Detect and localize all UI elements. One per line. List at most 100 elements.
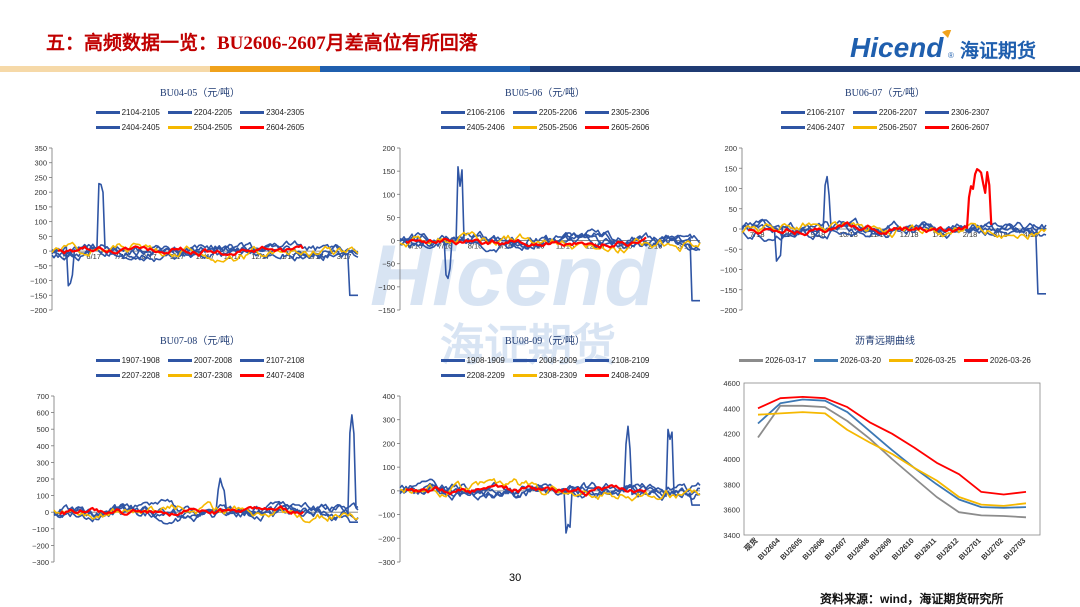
legend-item: 2007-2008: [167, 356, 233, 365]
y-tick-label: 200: [34, 188, 47, 197]
legend-label: 2008-2009: [538, 356, 578, 365]
legend-item: 2207-2208: [95, 371, 160, 380]
legend-item: 1907-1908: [95, 356, 160, 365]
logo-swoosh-icon: [942, 30, 952, 38]
y-tick-label: 250: [34, 173, 47, 182]
y-tick-label: −200: [720, 306, 737, 314]
series-line: [757, 404, 1027, 519]
legend-label: 2505-2506: [538, 123, 578, 132]
legend-label: 2106-2106: [466, 108, 505, 117]
legend-item: 2305-2306: [585, 108, 649, 117]
chart-title: BU07-08（元/吨）: [160, 336, 240, 347]
legend-item: 2304-2305: [240, 108, 304, 117]
legend-label: 2106-2107: [806, 108, 845, 117]
legend-swatch: [240, 359, 265, 362]
x-tick-label: 现货: [742, 535, 760, 553]
legend-item: 2606-2607: [925, 123, 989, 132]
series-line: [59, 505, 305, 517]
y-tick-label: −100: [32, 525, 49, 534]
legend-swatch: [585, 111, 610, 114]
chart-plot: 350300250200150100500−50−100−150−2005/6/…: [30, 144, 359, 314]
legend-swatch: [780, 126, 805, 129]
legend-row: 2406-2407 2506-2507 2606-2607: [710, 120, 1060, 135]
legend-item: 2406-2407: [780, 123, 845, 132]
y-tick-label: 150: [382, 167, 395, 176]
legend-swatch: [963, 359, 988, 362]
series-line: [757, 411, 1027, 507]
legend-item: 2205-2206: [512, 108, 577, 117]
legend-item: 2026-03-26: [963, 356, 1031, 365]
y-tick-label: −100: [720, 266, 737, 275]
y-tick-label: −100: [378, 511, 395, 520]
legend-row: 2208-2209 2308-2309 2408-2409: [370, 368, 720, 383]
x-tick-label: 6/17: [86, 252, 101, 261]
x-tick-label: 2/18: [963, 230, 978, 239]
y-tick-label: −200: [30, 306, 47, 314]
legend-label: 2606-2607: [951, 123, 990, 132]
y-tick-label: 150: [34, 203, 47, 212]
legend-swatch: [167, 111, 192, 114]
y-tick-label: −150: [720, 286, 737, 295]
x-tick-label: BU2610: [890, 536, 916, 562]
x-tick-label: 8/16: [468, 242, 483, 251]
legend-item: 2407-2408: [240, 371, 304, 380]
series-line: [399, 482, 701, 534]
legend-row: 2026-03-17 2026-03-20 2026-03-25 2026-03-26: [710, 353, 1060, 368]
x-tick-label: BU2612: [935, 536, 961, 562]
chart-legend: 1908-1909 2008-2009 2108-2109 2208-2209 2308…: [370, 353, 720, 383]
x-tick-label: BU2703: [1002, 536, 1028, 562]
legend-swatch: [240, 374, 265, 377]
legend-label: 2307-2308: [193, 371, 233, 380]
legend-row: 2404-2405 2504-2505 2604-2605: [30, 120, 370, 135]
series-line: [741, 220, 1046, 295]
legend-row: 1907-1908 2007-2008 2107-2108: [30, 353, 370, 368]
x-tick-label: 12/18: [900, 230, 919, 239]
chart-plot: 400 300 200 100 0 −100 −200 −300: [378, 392, 701, 567]
legend-swatch: [95, 359, 120, 362]
chart-legend: 2106-2106 2205-2206 2305-2306 2405-2406 2505…: [370, 105, 720, 135]
y-tick-label: −200: [378, 534, 395, 543]
chart-title: BU06-07（元/吨）: [845, 88, 925, 99]
source-note: 资料来源：wind，海证期货研究所: [820, 592, 1004, 606]
y-tick-label: −50: [724, 245, 737, 254]
legend-swatch: [512, 126, 537, 129]
legend-swatch: [440, 359, 465, 362]
y-tick-label: −300: [378, 558, 395, 567]
y-tick-label: 200: [724, 144, 737, 153]
y-tick-label: 3800: [723, 480, 740, 489]
x-tick-label: 6/16: [408, 242, 423, 251]
legend-item: 2106-2107: [780, 108, 845, 117]
legend-swatch: [585, 374, 610, 377]
legend-swatch: [95, 111, 120, 114]
legend-item: 2408-2409: [585, 371, 649, 380]
x-tick-label: 1/16: [618, 242, 633, 251]
legend-swatch: [440, 111, 465, 114]
y-tick-label: 500: [36, 425, 49, 434]
x-tick-label: BU2605: [778, 536, 804, 562]
y-tick-label: −50: [382, 260, 395, 269]
y-tick-label: 3600: [723, 506, 740, 515]
y-tick-label: 600: [36, 409, 49, 418]
logo-chinese: 海证期货: [960, 39, 1036, 62]
y-tick-label: 4400: [723, 404, 740, 413]
y-tick-label: 50: [729, 205, 737, 214]
legend-item: 2404-2405: [95, 123, 160, 132]
y-tick-label: 350: [34, 144, 47, 153]
y-tick-label: 100: [724, 185, 737, 194]
x-tick-label: BU2702: [979, 536, 1005, 562]
legend-label: 2408-2409: [611, 371, 650, 380]
series-line: [399, 232, 700, 302]
legend-item: 2505-2506: [512, 123, 578, 132]
y-tick-label: 200: [382, 144, 395, 153]
legend-row: 2104-2105 2204-2205 2304-2305: [30, 105, 370, 120]
x-tick-label: BU2609: [868, 536, 894, 562]
legend-label: 1908-1909: [466, 356, 505, 365]
y-tick-label: 100: [34, 218, 47, 227]
legend-item: 2504-2505: [167, 123, 232, 132]
legend-label: 2404-2405: [121, 123, 160, 132]
chart-bu08-09: BU08-09（元/吨） 1908-1909 2008-2009 2108-2109…: [370, 330, 720, 568]
legend-item: 2026-03-17: [739, 356, 806, 365]
legend-label: 2007-2008: [193, 356, 233, 365]
chart-legend: 2104-2105 2204-2205 2304-2305 2404-2405 2504…: [30, 105, 370, 135]
